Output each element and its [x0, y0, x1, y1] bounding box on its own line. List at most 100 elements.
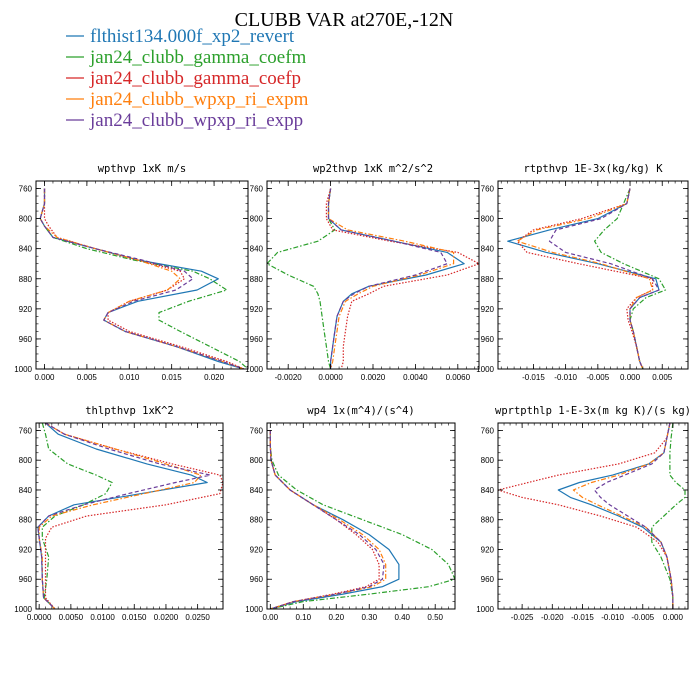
x-tick-label: 0.0000	[27, 613, 52, 622]
y-tick-label: 1000	[245, 365, 263, 374]
x-tick-label: 0.020	[204, 373, 225, 382]
y-tick-label: 960	[250, 575, 264, 584]
x-tick-label: -0.010	[601, 613, 624, 622]
x-tick-label: -0.015	[571, 613, 594, 622]
series-line	[43, 188, 245, 369]
series-group	[269, 430, 455, 609]
series-line	[44, 423, 223, 609]
chart-panel: rtpthvp 1E-3x(kg/kg) K 760 800 840 880 920 960…	[476, 163, 689, 382]
series-line	[327, 188, 455, 369]
x-tick-label: 0.000	[620, 373, 641, 382]
y-tick-label: 920	[19, 305, 33, 314]
y-tick-label: 840	[481, 486, 495, 495]
series-line	[269, 430, 385, 609]
y-tick-label: 880	[250, 275, 264, 284]
series-line	[39, 188, 244, 369]
series-line	[41, 423, 113, 609]
y-tick-label: 760	[481, 185, 495, 194]
series-line	[267, 188, 336, 369]
series-line	[269, 430, 387, 609]
x-tick-label: -0.005	[586, 373, 609, 382]
y-tick-label: 800	[250, 456, 264, 465]
series-line	[548, 188, 660, 369]
series-line	[516, 188, 654, 369]
y-tick-label: 920	[19, 545, 33, 554]
x-tick-label: 0.010	[119, 373, 140, 382]
plot-frame	[35, 180, 249, 370]
series-group	[498, 423, 686, 609]
x-tick-label: -0.025	[511, 613, 534, 622]
y-tick-label: 840	[19, 486, 33, 495]
y-tick-label: 840	[250, 245, 264, 254]
y-tick-label: 920	[250, 545, 264, 554]
series-line	[269, 430, 455, 609]
x-tick-label: -0.0020	[275, 373, 303, 382]
y-tick-label: 880	[19, 516, 33, 525]
y-tick-label: 760	[19, 185, 33, 194]
x-tick-label: 0.0040	[403, 373, 428, 382]
y-tick-label: 760	[481, 426, 495, 435]
panel-title: wpthvp 1xK m/s	[98, 163, 187, 175]
y-tick-label: 1000	[476, 605, 494, 614]
x-tick-label: 0.40	[394, 613, 410, 622]
legend-entry: jan24_clubb_gamma_coefm	[89, 47, 307, 68]
y-tick-label: 800	[481, 215, 495, 224]
y-tick-label: 920	[481, 305, 495, 314]
legend: flthist134.000f_xp2_revertjan24_clubb_ga…	[66, 26, 309, 131]
legend-entry: jan24_clubb_wpxp_ri_expp	[89, 110, 303, 131]
y-tick-label: 800	[19, 215, 33, 224]
series-line	[37, 423, 208, 609]
y-tick-label: 960	[19, 335, 33, 344]
x-tick-label: 0.0050	[59, 613, 84, 622]
series-line	[37, 423, 211, 609]
chart-panel: wp4 1x(m^4)/(s^4)76080084088092096010000…	[245, 405, 456, 622]
y-tick-label: 880	[250, 516, 264, 525]
series-line	[498, 423, 674, 609]
y-tick-label: 1000	[245, 605, 263, 614]
y-tick-label: 960	[481, 575, 495, 584]
panel-title: wprtpthlp 1-E-3x(m kg K)/(s kg)	[495, 405, 691, 417]
x-tick-label: 0.50	[427, 613, 443, 622]
series-line	[269, 430, 380, 609]
plot-frame	[497, 422, 689, 610]
y-tick-label: 800	[250, 215, 264, 224]
x-tick-label: -0.010	[554, 373, 577, 382]
y-tick-label: 840	[250, 486, 264, 495]
x-tick-label: 0.005	[652, 373, 673, 382]
plot-frame	[266, 180, 480, 370]
y-tick-label: 800	[19, 456, 33, 465]
panel-title: thlpthvp 1xK^2	[85, 405, 174, 417]
plot-frame	[497, 180, 689, 370]
series-line	[327, 188, 448, 369]
legend-entry: flthist134.000f_xp2_revert	[90, 26, 295, 47]
figure-title: CLUBB VAR at270E,-12N	[235, 9, 454, 31]
y-tick-label: 920	[481, 545, 495, 554]
y-tick-label: 840	[481, 245, 495, 254]
x-tick-label: 0.0250	[185, 613, 210, 622]
x-tick-label: -0.015	[522, 373, 545, 382]
x-tick-label: 0.20	[328, 613, 344, 622]
y-tick-label: 880	[481, 516, 495, 525]
plot-frame	[266, 422, 456, 610]
y-tick-label: 1000	[14, 605, 32, 614]
x-tick-label: 0.000	[34, 373, 55, 382]
chart-panel: thlpthvp 1xK^276080084088092096010000.00…	[14, 405, 224, 622]
series-group	[37, 423, 223, 609]
x-tick-label: 0.0150	[122, 613, 147, 622]
y-tick-label: 760	[250, 185, 264, 194]
chart-panel: wpthvp 1xK m/s76080084088092096010000.00…	[14, 163, 249, 382]
y-tick-label: 1000	[476, 365, 494, 374]
series-line	[325, 188, 479, 369]
series-line	[39, 188, 245, 369]
x-tick-label: -0.005	[631, 613, 654, 622]
plot-frame	[35, 422, 224, 610]
panel-title: wp4 1x(m^4)/(s^4)	[307, 405, 414, 417]
legend-entry: jan24_clubb_gamma_coefp	[89, 68, 301, 89]
x-tick-label: 0.00	[263, 613, 279, 622]
series-group	[267, 188, 479, 369]
x-tick-label: 0.015	[162, 373, 183, 382]
y-tick-label: 920	[250, 305, 264, 314]
series-line	[39, 188, 245, 369]
y-tick-label: 960	[19, 575, 33, 584]
x-tick-label: 0.0200	[154, 613, 179, 622]
